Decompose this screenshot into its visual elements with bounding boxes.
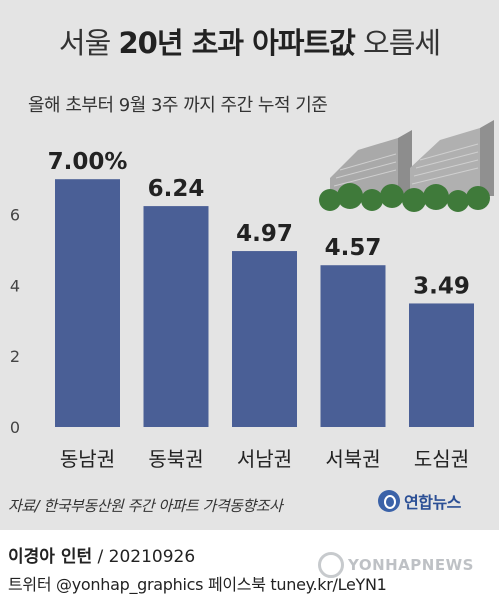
category-label: 서남권 [237,447,292,471]
bar [143,206,209,427]
value-label: 6.24 [148,176,205,202]
value-label: 7.00% [48,149,128,175]
category-label: 서북권 [325,447,380,471]
bar [232,251,297,427]
title-part-3: 오름세 [363,26,441,60]
watermark: YONHAPNEWS [318,552,474,578]
credit-author: 이경아 인턴 [8,547,93,567]
value-label: 4.97 [236,221,293,247]
yonhap-logo-icon [378,490,400,512]
bars [55,179,474,427]
bar-chart: 0 2 4 6 7.00% 6.24 4.97 4.57 3.49 동남권 동북권 서남권 서북권 도… [10,120,494,471]
value-label: 3.49 [413,273,470,299]
y-tick-label: 0 [10,418,20,437]
bar [409,303,474,427]
apartment-illustration [319,120,494,212]
title-part-1: 서울 [58,26,111,60]
credit-line: 이경아 인턴 / 20210926 [8,542,195,567]
category-label: 동북권 [148,447,203,471]
social-links: 트위터 @yonhap_graphics 페이스북 tuney.kr/LeYN1 [8,575,387,594]
trees [319,183,490,212]
source-note: 자료/ 한국부동산원 주간 아파트 가격동향조사 [8,497,283,515]
y-tick-label: 6 [10,206,20,225]
yonhap-logo-text: 연합뉴스 [404,493,461,512]
chart-subtitle: 올해 초부터 9월 3주 까지 주간 누적 기준 [28,95,328,116]
value-label: 4.57 [325,235,382,261]
category-label: 도심권 [414,447,469,471]
y-tick-label: 2 [10,347,20,366]
bar [320,265,386,427]
category-labels: 동남권 동북권 서남권 서북권 도심권 [60,447,469,471]
credit-date: / 20210926 [92,547,196,567]
watermark-icon [318,552,344,578]
page-title: 서울 20년 초과 아파트값 오름세 [0,20,499,62]
building-right-side [480,120,494,196]
category-label: 동남권 [60,447,115,471]
building-left-side [398,130,412,196]
building-right [410,128,480,196]
title-part-2: 20년 초과 아파트값 [118,26,356,60]
value-labels: 7.00% 6.24 4.97 4.57 3.49 [48,149,470,299]
building-left [330,138,398,196]
yonhap-logo: 연합뉴스 [378,489,461,513]
y-axis: 0 2 4 6 [10,206,20,437]
watermark-text: YONHAPNEWS [348,556,474,574]
bar [55,179,120,427]
building-windows [333,143,479,187]
y-tick-label: 4 [10,276,20,295]
